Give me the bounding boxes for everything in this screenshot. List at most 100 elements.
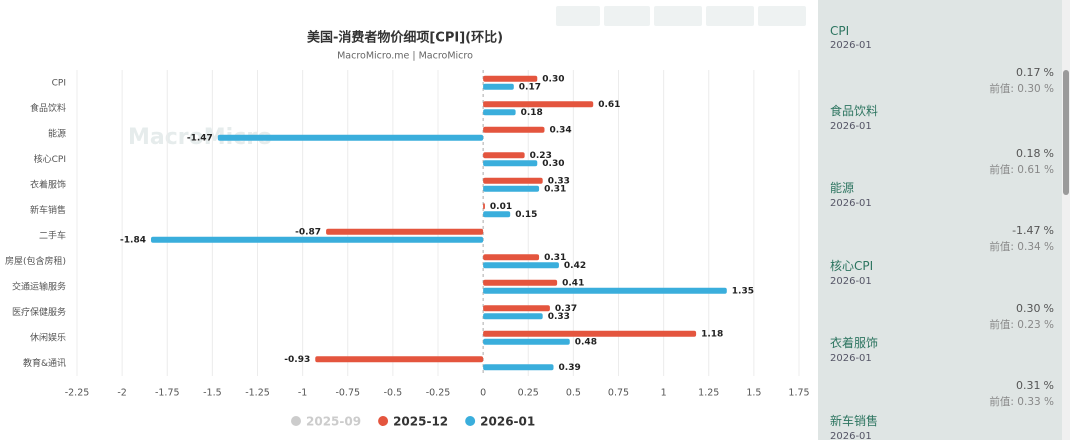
- x-tick-label: 1.5: [746, 388, 761, 399]
- bar: [483, 152, 525, 159]
- value-label: 0.01: [490, 202, 512, 212]
- x-tick-label: 1.75: [788, 388, 809, 399]
- indicator-card: 核心CPI 2026-01 0.30% 前值: 0.23 %: [830, 257, 1054, 332]
- legend-label[interactable]: 2025-12: [393, 415, 448, 429]
- indicator-name: 能源: [830, 179, 1054, 196]
- bar: [483, 330, 697, 337]
- y-tick-label: 二手车: [39, 229, 66, 241]
- indicator-date: 2026-01: [830, 198, 1054, 209]
- value-label: 0.17: [519, 82, 541, 92]
- bar: [483, 262, 559, 269]
- x-tick-label: -2.25: [65, 388, 90, 399]
- value-label: -0.87: [295, 227, 321, 237]
- indicator-date: 2026-01: [830, 353, 1054, 364]
- indicator-prev: 前值: 0.61 %: [830, 162, 1054, 177]
- indicator-date: 2026-01: [830, 121, 1054, 132]
- value-label: -1.47: [187, 133, 213, 143]
- indicator-name-text: CPI: [830, 24, 850, 38]
- value-label: 0.15: [515, 210, 537, 220]
- value-label: -1.84: [120, 235, 146, 245]
- toolbar-button[interactable]: [654, 6, 702, 26]
- y-tick-label: 医疗保健服务: [12, 306, 66, 318]
- indicator-name: 新车销售: [830, 412, 1054, 429]
- y-tick-label: 新车销售: [30, 204, 66, 216]
- indicator-card: 新车销售 2026-01: [830, 412, 1054, 440]
- indicator-unit: %: [1043, 301, 1054, 315]
- x-tick-label: -0.75: [335, 388, 360, 399]
- y-tick-label: 休闲娱乐: [30, 331, 66, 343]
- value-label: 0.33: [548, 312, 570, 322]
- toolbar-button[interactable]: [604, 6, 650, 26]
- indicator-name: 核心CPI: [830, 257, 1054, 274]
- bar: [483, 101, 594, 108]
- bar: [315, 356, 484, 363]
- x-tick-label: 0.75: [608, 388, 629, 399]
- indicator-value: 0.17%: [830, 61, 1054, 81]
- bar: [483, 109, 516, 116]
- indicator-date: 2026-01: [830, 276, 1054, 287]
- bar: [326, 228, 484, 235]
- indicator-value: 0.18%: [830, 142, 1054, 162]
- value-label: -0.93: [284, 355, 310, 365]
- bar: [483, 254, 540, 261]
- indicator-value-text: 0.31: [1016, 379, 1041, 392]
- indicator-date-text: 2026-01: [830, 353, 872, 364]
- scrollbar-thumb[interactable]: [1063, 70, 1069, 195]
- indicator-date: 2026-01: [830, 40, 1054, 51]
- value-label: 0.31: [544, 184, 566, 194]
- indicator-value-text: 0.30: [1016, 301, 1041, 315]
- indicator-name-text: 衣着服饰: [830, 336, 879, 350]
- indicator-value-text: 0.17: [1016, 66, 1041, 79]
- x-tick-label: -1.5: [203, 388, 222, 399]
- indicator-value-text: -1.47: [1012, 224, 1041, 237]
- x-tick-label: -2: [117, 388, 126, 399]
- indicator-unit: %: [1043, 66, 1054, 79]
- y-tick-label: 教育&通讯: [23, 357, 66, 369]
- value-label: 0.30: [542, 74, 564, 84]
- indicator-prev: 前值: 0.23 %: [830, 317, 1054, 332]
- value-label: 0.41: [562, 278, 584, 288]
- x-tick-label: -0.5: [384, 388, 403, 399]
- toolbar: [556, 6, 806, 26]
- legend-label[interactable]: 2026-01: [480, 415, 535, 429]
- y-tick-label: CPI: [52, 78, 66, 88]
- legend-label[interactable]: 2025-09: [306, 415, 361, 429]
- bar: [483, 75, 538, 82]
- bar: [151, 236, 484, 243]
- value-label: 0.31: [544, 253, 566, 263]
- toolbar-button[interactable]: [758, 6, 806, 26]
- indicator-prev: 前值: 0.33 %: [830, 394, 1054, 409]
- value-label: 0.61: [598, 100, 620, 110]
- indicator-value: 0.30%: [830, 297, 1054, 317]
- bar: [483, 83, 514, 90]
- x-tick-label: 1: [661, 388, 667, 399]
- bar: [483, 177, 543, 184]
- value-label: 0.34: [549, 125, 571, 135]
- bar: [483, 305, 550, 312]
- indicator-date-text: 2026-01: [830, 198, 872, 209]
- indicator-value-text: 0.18: [1016, 146, 1041, 160]
- bar: [483, 203, 485, 210]
- bar: [217, 134, 484, 141]
- legend-marker: [291, 416, 301, 426]
- toolbar-button[interactable]: [556, 6, 600, 26]
- indicator-unit: %: [1043, 146, 1054, 160]
- legend-marker: [465, 416, 476, 426]
- x-tick-label: -1.25: [245, 388, 270, 399]
- toolbar-button[interactable]: [706, 6, 754, 26]
- y-tick-label: 衣着服饰: [30, 178, 66, 190]
- y-tick-label: 核心CPI: [34, 153, 66, 165]
- indicator-name: 衣着服饰: [830, 334, 1054, 351]
- indicator-value: 0.31%: [830, 374, 1054, 394]
- value-label: 1.35: [732, 286, 754, 296]
- chart-title: 美国-消费者物价细项[CPI](环比): [307, 30, 503, 46]
- scrollbar-track: [1062, 0, 1070, 440]
- bar: [483, 279, 558, 286]
- indicator-card: 能源 2026-01 -1.47% 前值: 0.34 %: [830, 179, 1054, 254]
- bar: [483, 287, 727, 294]
- indicator-card: CPI 2026-01 0.17% 前值: 0.30 %: [830, 24, 1054, 96]
- indicator-card: 食品饮料 2026-01 0.18% 前值: 0.61 %: [830, 102, 1054, 177]
- value-label: 0.42: [564, 261, 586, 271]
- indicator-unit: %: [1043, 224, 1054, 237]
